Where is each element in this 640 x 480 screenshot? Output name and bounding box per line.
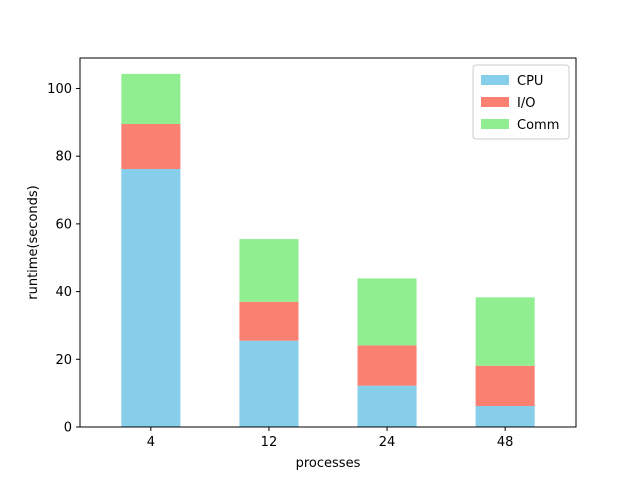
bar-i-o-48 [475, 365, 535, 407]
y-tick-label: 100 [47, 82, 72, 97]
legend-label-comm: Comm [517, 118, 559, 133]
x-tick-label: 4 [147, 435, 155, 450]
x-tick-label: 12 [261, 435, 278, 450]
bar-i-o-24 [357, 345, 417, 386]
x-axis-label: processes [296, 456, 361, 471]
bar-cpu-4 [121, 169, 181, 428]
legend-swatch-i-o [481, 97, 509, 107]
y-ticks: 0 20 40 60 80 100 [47, 82, 80, 436]
bar-comm-48 [475, 297, 535, 366]
legend-label-i-o: I/O [517, 96, 535, 111]
x-tick-label: 48 [497, 435, 514, 450]
bar-comm-12 [239, 239, 299, 302]
legend: CPU I/O Comm [472, 64, 570, 140]
x-tick-label: 24 [379, 435, 396, 450]
y-tick-label: 60 [55, 217, 72, 232]
legend-swatch-cpu [481, 75, 509, 85]
legend-label-cpu: CPU [517, 74, 543, 89]
bars-group [121, 73, 535, 428]
bar-cpu-12 [239, 340, 299, 427]
bar-cpu-24 [357, 385, 417, 427]
axes-frame [79, 57, 577, 428]
y-tick-label: 0 [64, 421, 72, 436]
legend-swatch-comm [481, 119, 509, 129]
bar-comm-24 [357, 278, 417, 346]
y-axis-label: runtime(seconds) [26, 185, 41, 299]
y-tick-label: 80 [55, 150, 72, 165]
bar-i-o-4 [121, 124, 181, 170]
bar-cpu-48 [475, 406, 535, 427]
x-ticks: 4 12 24 48 [147, 427, 514, 450]
bar-comm-4 [121, 73, 181, 125]
y-tick-label: 20 [55, 353, 72, 368]
bar-i-o-12 [239, 301, 299, 341]
y-tick-label: 40 [55, 285, 72, 300]
